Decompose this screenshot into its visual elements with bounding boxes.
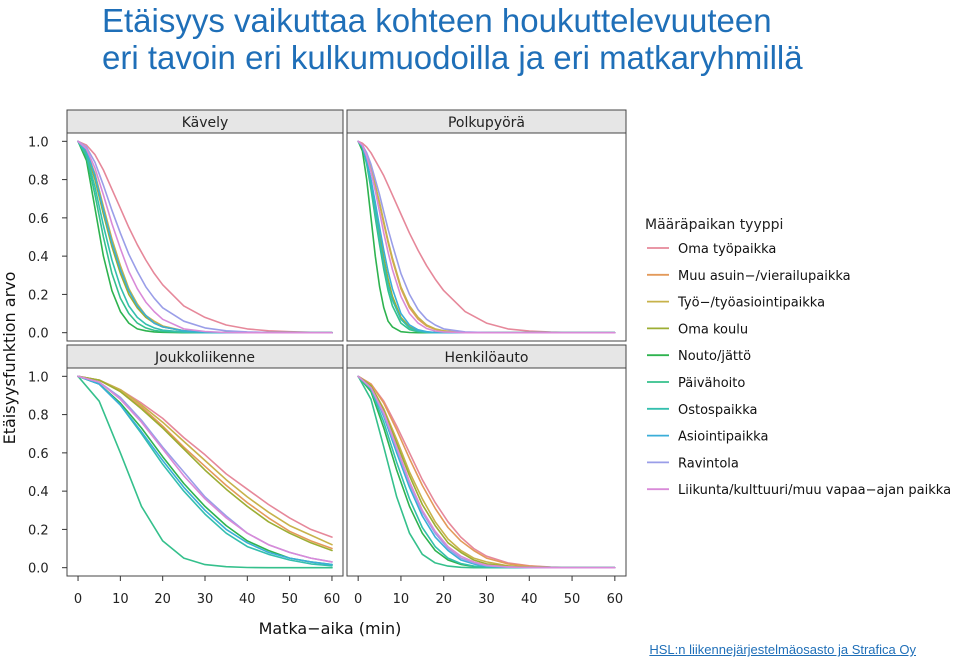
strip-label-joukkoliikenne: Joukkoliikenne [154, 350, 255, 366]
y-tick-label-joukkoliikenne-0-4: 0.4 [28, 485, 49, 500]
series-line-polkupyora-oma-tyopaikka [357, 140, 616, 334]
series-line-joukkoliikenne-tyo-tyoasiointipaikka [77, 375, 333, 546]
panel-kavely [66, 132, 344, 342]
y-axis-title: Etäisyysfunktion arvo [0, 272, 19, 445]
y-tick-label-kavely-0-8: 0.8 [28, 174, 49, 189]
y-tick-label-kavely-0: 0.0 [28, 327, 49, 342]
x-tick-label-henkiloauto-40: 40 [521, 592, 538, 607]
legend-label-tyo-tyoasiointipaikka: Työ−/työasiointipaikka [677, 296, 825, 311]
series-line-joukkoliikenne-liikunta-kulttuuri-muu-vapaa-ajan-paikka [77, 375, 333, 563]
y-tick-label-kavely-1: 1.0 [28, 135, 49, 150]
x-axis-title: Matka−aika (min) [259, 619, 402, 638]
x-tick-label-henkiloauto-30: 30 [478, 592, 495, 607]
y-tick-label-joukkoliikenne-0-6: 0.6 [28, 447, 49, 462]
y-tick-label-joukkoliikenne-0-8: 0.8 [28, 409, 49, 424]
legend-title: Määräpaikan tyyppi [645, 217, 783, 233]
x-tick-label-joukkoliikenne-0: 0 [74, 592, 82, 607]
x-tick-label-joukkoliikenne-30: 30 [197, 592, 214, 607]
legend-label-liikunta-kulttuuri-muu-vapaa-ajan-paikka: Liikunta/kulttuuri/muu vapaa−ajan paikka [678, 483, 951, 498]
panel-polkupyora [346, 132, 627, 342]
x-tick-label-joukkoliikenne-10: 10 [112, 592, 129, 607]
y-tick-label-joukkoliikenne-1: 1.0 [28, 370, 49, 385]
strip-label-polkupyora: Polkupyörä [448, 115, 525, 131]
panel-henkiloauto [346, 367, 627, 577]
series-line-kavely-oma-tyopaikka [77, 140, 333, 334]
legend-label-asiointipaikka: Asiointipaikka [678, 430, 768, 445]
legend-label-oma-koulu: Oma koulu [678, 322, 748, 337]
x-tick-label-henkiloauto-60: 60 [607, 592, 624, 607]
strip-label-kavely: Kävely [182, 115, 229, 131]
legend-label-ostospaikka: Ostospaikka [678, 403, 757, 418]
legend-label-oma-tyopaikka: Oma työpaikka [678, 242, 776, 257]
series-line-henkiloauto-liikunta-kulttuuri-muu-vapaa-ajan-paikka [357, 375, 616, 569]
series-line-polkupyora-liikunta-kulttuuri-muu-vapaa-ajan-paikka [357, 140, 616, 334]
chart-title: Etäisyys vaikuttaa kohteen houkuttelevuu… [102, 2, 803, 76]
panel-joukkoliikenne [66, 367, 344, 577]
y-tick-label-kavely-0-4: 0.4 [28, 250, 49, 265]
x-tick-label-joukkoliikenne-40: 40 [239, 592, 256, 607]
credit-text: HSL:n liikennejärjestelmäosasto ja Straf… [649, 642, 916, 657]
legend-label-paivahoito: Päivähoito [678, 376, 745, 391]
series-line-joukkoliikenne-paivahoito [77, 375, 333, 569]
strip-label-henkiloauto: Henkilöauto [445, 350, 529, 366]
series-line-joukkoliikenne-oma-koulu [77, 375, 333, 552]
x-tick-label-henkiloauto-50: 50 [564, 592, 581, 607]
legend-label-nouto-jatto: Nouto/jättö [678, 349, 751, 364]
x-tick-label-joukkoliikenne-20: 20 [154, 592, 171, 607]
series-line-kavely-liikunta-kulttuuri-muu-vapaa-ajan-paikka [77, 140, 333, 334]
chart-title-line-1: Etäisyys vaikuttaa kohteen houkuttelevuu… [102, 2, 772, 39]
legend-label-muu-asuin-vierailupaikka: Muu asuin−/vierailupaikka [678, 269, 851, 284]
x-tick-label-joukkoliikenne-50: 50 [281, 592, 298, 607]
x-tick-label-henkiloauto-20: 20 [435, 592, 452, 607]
y-tick-label-joukkoliikenne-0-2: 0.2 [28, 523, 49, 538]
y-tick-label-joukkoliikenne-0: 0.0 [28, 562, 49, 577]
x-tick-label-henkiloauto-0: 0 [354, 592, 362, 607]
y-tick-label-kavely-0-6: 0.6 [28, 212, 49, 227]
legend-label-ravintola: Ravintola [678, 456, 739, 471]
y-tick-label-kavely-0-2: 0.2 [28, 288, 49, 303]
x-tick-label-henkiloauto-10: 10 [393, 592, 410, 607]
x-tick-label-joukkoliikenne-60: 60 [324, 592, 341, 607]
chart-title-line-2: eri tavoin eri kulkumuodoilla ja eri mat… [102, 39, 803, 76]
series-line-joukkoliikenne-asiointipaikka [77, 375, 333, 566]
